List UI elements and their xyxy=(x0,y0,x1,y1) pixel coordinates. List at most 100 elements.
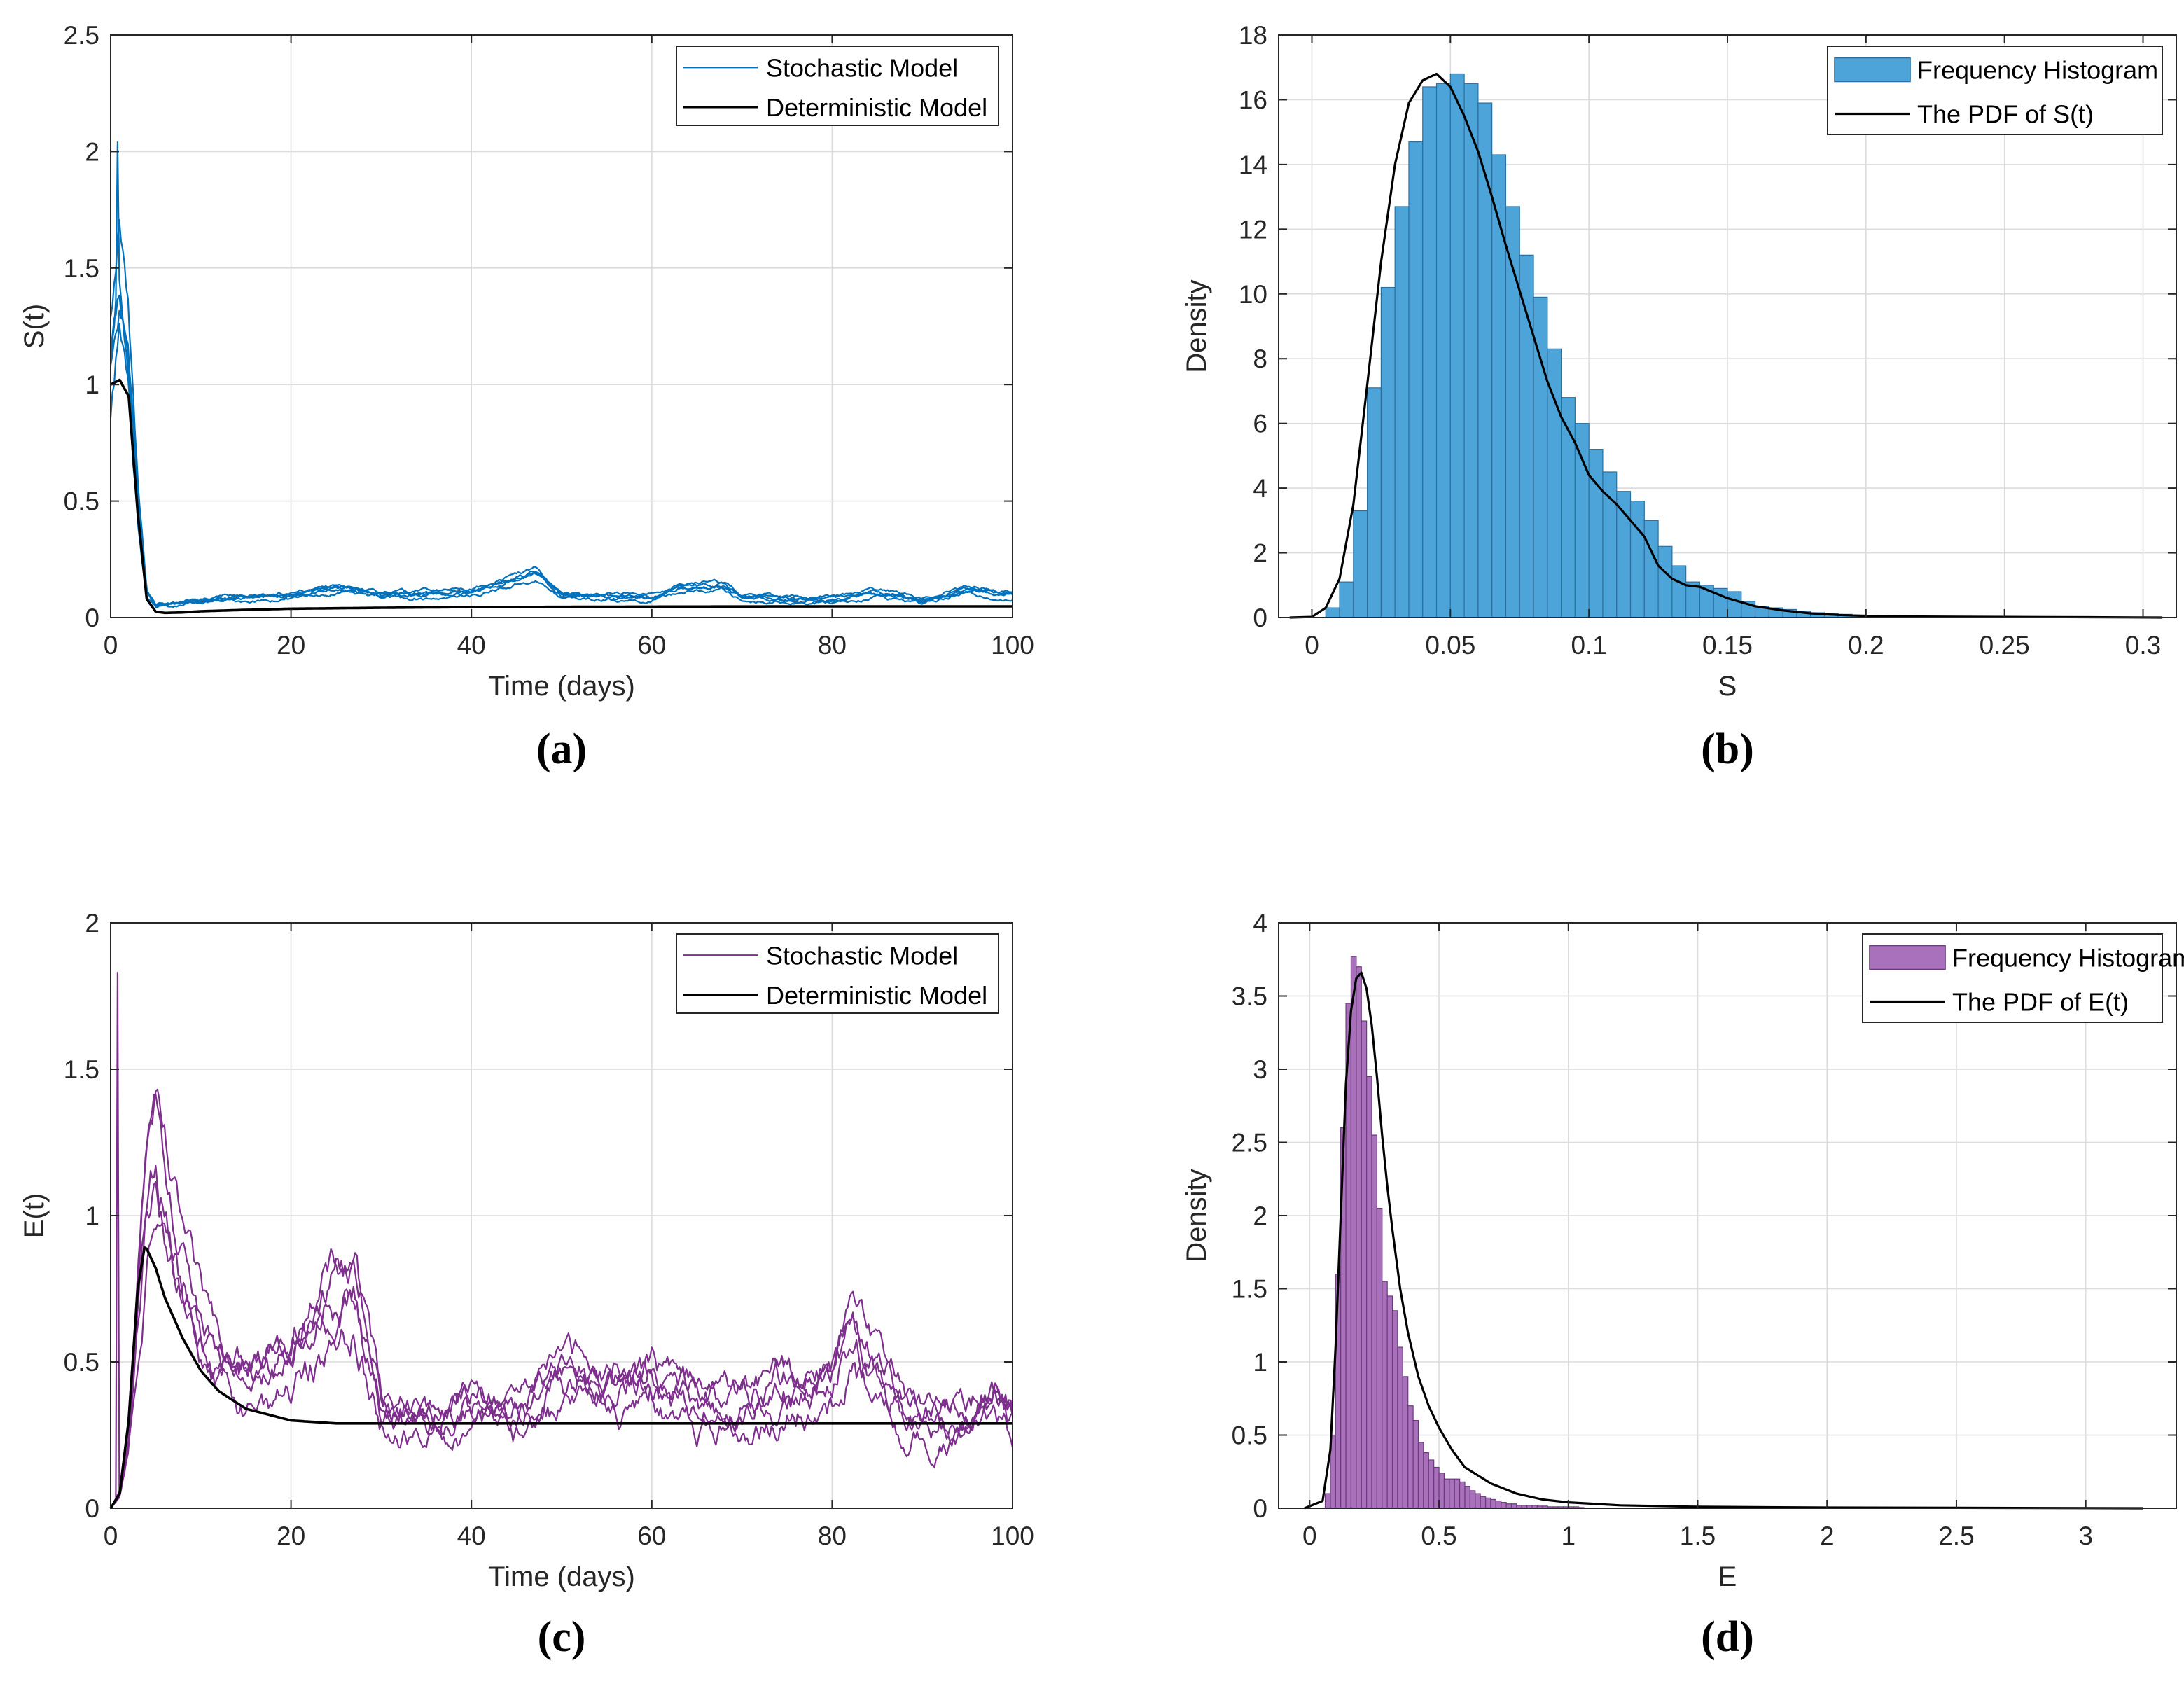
legend-label: Deterministic Model xyxy=(766,981,987,1010)
histogram-bar xyxy=(1367,387,1382,618)
histogram-bar xyxy=(1417,1442,1424,1509)
histogram-bar xyxy=(1356,966,1362,1509)
y-tick-label: 18 xyxy=(1239,21,1267,50)
x-tick-label: 80 xyxy=(818,631,847,660)
legend-label: Frequency Histogram xyxy=(1952,944,2184,973)
series-stochastic-path xyxy=(109,294,1013,607)
y-tick-label: 1.5 xyxy=(64,254,99,283)
chart-panel: 0 20 40 60 80 100 0 0.5 1 1.5 2 2.5 Time (days) S(t) S… xyxy=(19,21,1034,773)
legend-label: Stochastic Model xyxy=(766,53,958,82)
x-tick-label: 20 xyxy=(277,631,305,660)
histogram-bar xyxy=(1428,1459,1435,1509)
y-tick-label: 2.5 xyxy=(1232,1129,1267,1157)
x-tick-label: 0 xyxy=(104,1522,118,1550)
histogram-bar xyxy=(1574,423,1590,618)
x-tick-label: 60 xyxy=(637,631,666,660)
histogram-bar xyxy=(1324,1493,1331,1509)
y-tick-label: 2 xyxy=(1253,539,1267,568)
x-axis-label: E xyxy=(1718,1561,1737,1592)
x-tick-label: 40 xyxy=(457,631,486,660)
histogram-bar xyxy=(1350,956,1357,1509)
y-tick-label: 16 xyxy=(1239,85,1267,114)
x-tick-label: 0.15 xyxy=(1702,631,1753,660)
legend-box xyxy=(676,933,999,1014)
x-tick-label: 0.1 xyxy=(1571,631,1606,660)
histogram-bar xyxy=(1382,1281,1388,1509)
histogram-bar xyxy=(1394,206,1410,618)
histogram-bar xyxy=(1435,83,1451,618)
legend-label: Frequency Histogram xyxy=(1917,56,2158,85)
histogram-bar xyxy=(1616,491,1632,618)
x-tick-label: 0 xyxy=(104,631,118,660)
y-tick-label: 0.5 xyxy=(1232,1421,1267,1450)
panel-label: (d) xyxy=(1701,1613,1754,1661)
y-tick-label: 12 xyxy=(1239,215,1267,244)
legend: Frequency Histogram The PDF of E(t) xyxy=(1862,933,2184,1023)
plot-content xyxy=(1289,72,2163,619)
panel-label: (c) xyxy=(538,1613,586,1661)
histogram-bar xyxy=(1386,1295,1393,1509)
histogram-bar xyxy=(1480,1496,1487,1509)
histogram-bar xyxy=(1469,1490,1476,1509)
x-tick-label: 0.05 xyxy=(1425,631,1475,660)
series-stochastic-path xyxy=(109,218,1013,607)
y-tick-label: 1 xyxy=(85,370,99,399)
y-tick-label: 2 xyxy=(85,137,99,166)
y-tick-label: 0 xyxy=(85,1494,99,1523)
histogram-bar xyxy=(1407,1405,1414,1509)
x-tick-label: 0 xyxy=(1302,1522,1317,1550)
histogram-bar xyxy=(1519,254,1534,618)
y-axis-label: Density xyxy=(1181,1169,1212,1262)
y-tick-label: 1 xyxy=(85,1202,99,1230)
histogram-bar xyxy=(1438,1473,1445,1509)
histogram-bar xyxy=(1402,1376,1409,1509)
y-tick-label: 1.5 xyxy=(1232,1275,1267,1304)
histogram-bar xyxy=(1464,1486,1470,1509)
panel-label: (a) xyxy=(536,725,587,773)
x-axis-label: Time (days) xyxy=(488,1561,635,1592)
legend-label: Stochastic Model xyxy=(766,941,958,970)
y-axis-label: S(t) xyxy=(19,304,50,349)
legend: Stochastic Model Deterministic Model xyxy=(676,933,999,1014)
y-axis-label: E(t) xyxy=(19,1193,50,1238)
legend-swatch xyxy=(1834,57,1911,83)
plot-area xyxy=(111,35,1013,618)
series-deterministic-line xyxy=(109,1246,1013,1509)
histogram-bar xyxy=(1477,102,1493,618)
y-tick-label: 14 xyxy=(1239,151,1267,179)
histogram-bar xyxy=(1353,510,1368,618)
histogram-bar xyxy=(1443,1478,1450,1509)
x-tick-label: 60 xyxy=(637,1522,666,1550)
x-tick-label: 0.3 xyxy=(2125,631,2161,660)
histogram-bar xyxy=(1366,1076,1372,1509)
histogram-bar xyxy=(1325,607,1340,618)
y-tick-label: 4 xyxy=(1253,474,1267,503)
y-tick-label: 8 xyxy=(1253,345,1267,373)
histogram-bar xyxy=(1671,565,1687,618)
x-tick-label: 100 xyxy=(991,1522,1034,1550)
legend-label: Deterministic Model xyxy=(766,93,987,122)
histogram-bar xyxy=(1490,1498,1496,1509)
chart-panel: 0 0.05 0.1 0.15 0.2 0.25 0.3 0 2 4 6 8 10 12 14 16 18 S De… xyxy=(1181,21,2177,773)
histogram-bar xyxy=(1397,1346,1403,1509)
histogram-bar xyxy=(1408,141,1424,618)
chart-panel: 0 20 40 60 80 100 0 0.5 1 1.5 2 Time (days) E(t) Stoc… xyxy=(19,909,1034,1661)
x-tick-label: 0.5 xyxy=(1421,1522,1456,1550)
x-axis-label: Time (days) xyxy=(488,671,635,702)
x-tick-label: 3 xyxy=(2078,1522,2093,1550)
histogram-bar xyxy=(1371,1134,1377,1509)
y-tick-label: 0 xyxy=(85,604,99,632)
x-axis-label: S xyxy=(1718,671,1737,702)
x-tick-label: 0 xyxy=(1305,631,1319,660)
y-tick-label: 0 xyxy=(1253,604,1267,632)
y-tick-label: 3.5 xyxy=(1232,982,1267,1011)
histogram-bar xyxy=(1459,1481,1466,1509)
legend: Frequency Histogram The PDF of S(t) xyxy=(1827,46,2163,135)
legend-label: The PDF of E(t) xyxy=(1952,988,2129,1017)
histogram-bar xyxy=(1643,520,1659,618)
histogram-bar xyxy=(1463,83,1479,618)
x-tick-label: 0.25 xyxy=(1980,631,2030,660)
y-tick-label: 3 xyxy=(1253,1055,1267,1084)
x-tick-label: 0.2 xyxy=(1848,631,1884,660)
histogram-bar xyxy=(1361,1020,1368,1509)
